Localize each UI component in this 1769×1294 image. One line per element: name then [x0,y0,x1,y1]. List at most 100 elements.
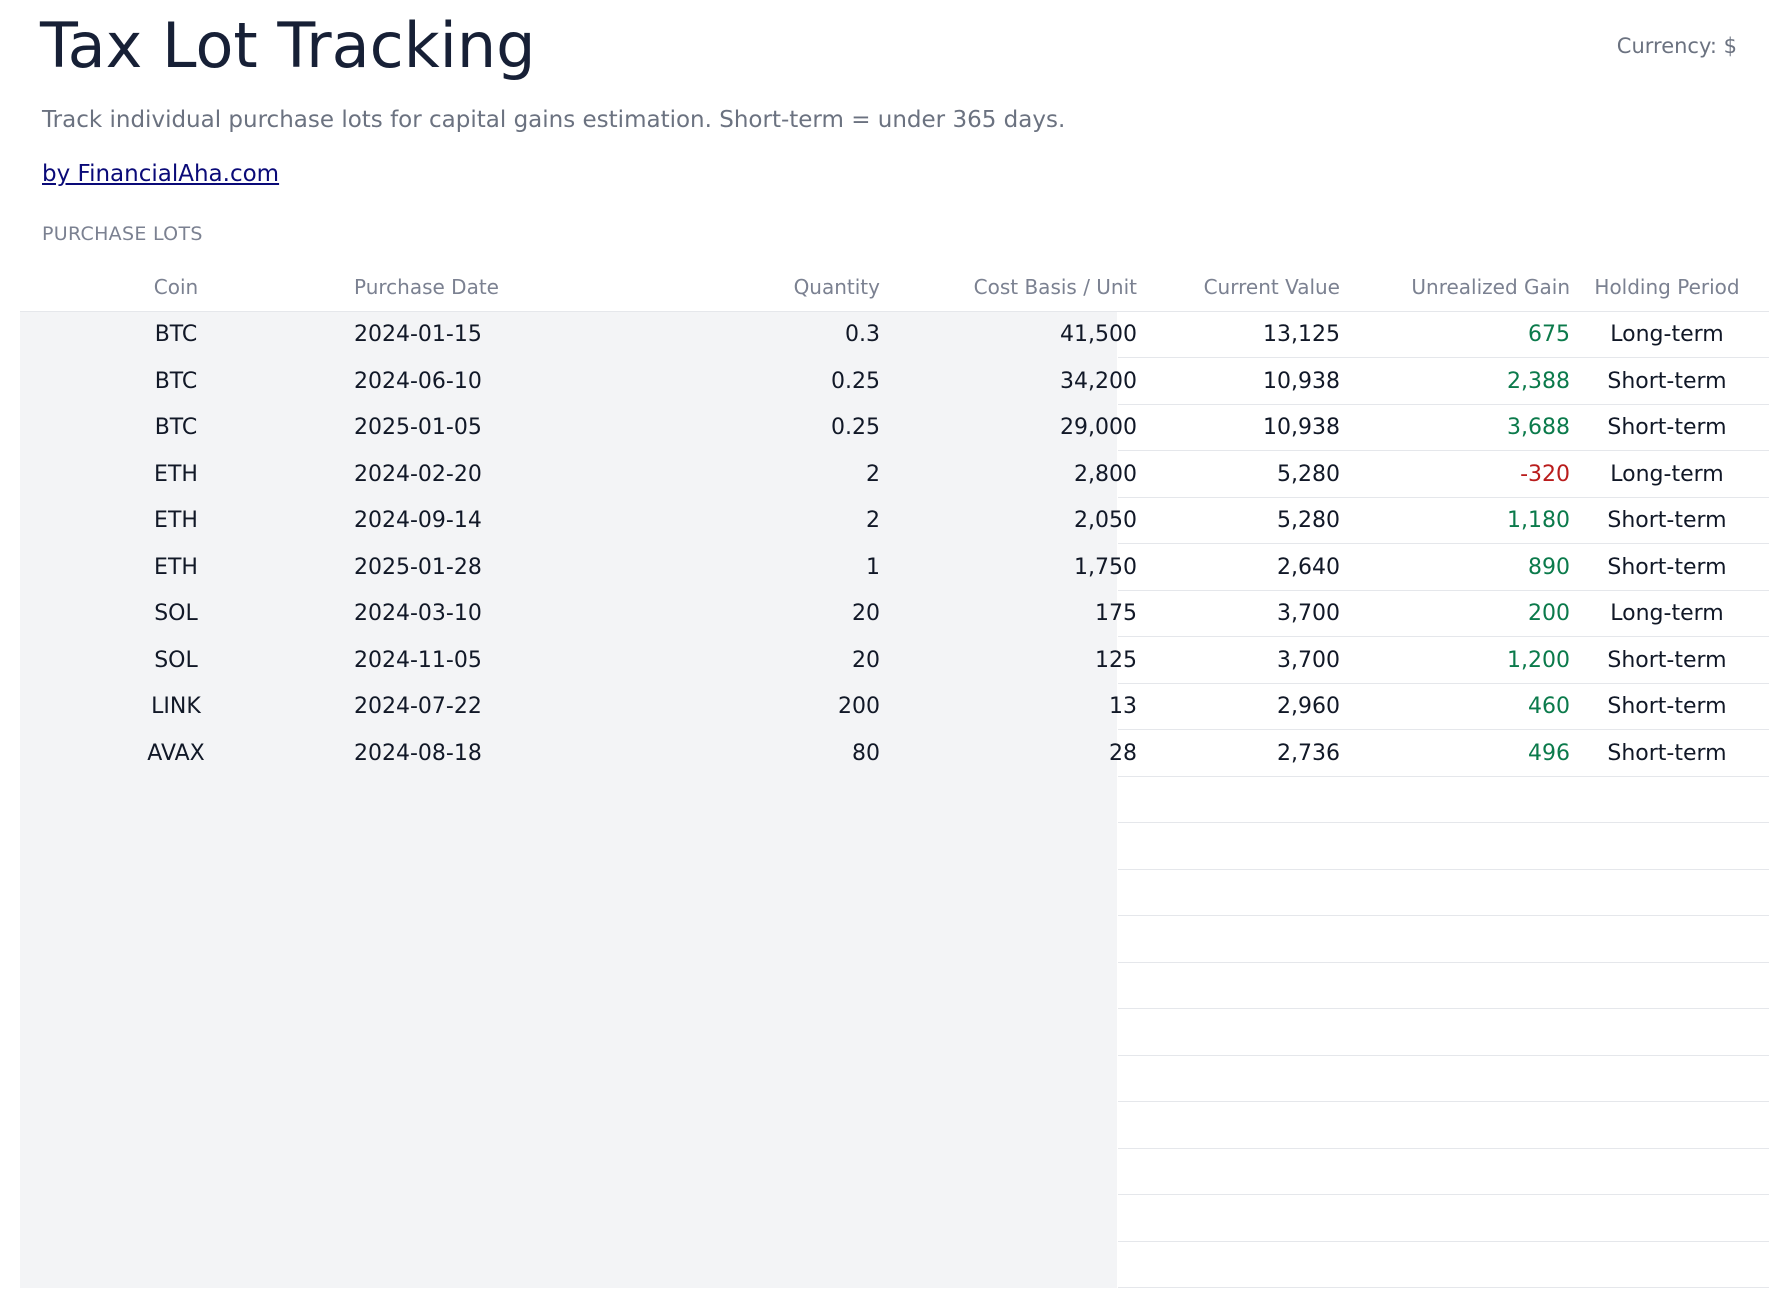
cell-purchase-date[interactable]: 2024-02-20 [354,461,482,487]
cell-cost-basis[interactable]: 2,800 [1074,461,1137,487]
cell-unrealized-gain [1350,1149,1570,1195]
cell-cost-basis[interactable]: 1,750 [1074,554,1137,580]
cell-coin[interactable] [96,1103,256,1149]
cell-purchase-date[interactable] [354,777,614,823]
cell-quantity[interactable] [640,917,880,963]
cell-unrealized-gain: 675 [1528,322,1570,347]
cell-holding-period [1577,1196,1757,1242]
cell-purchase-date[interactable] [354,917,614,963]
cell-quantity[interactable]: 0.25 [831,415,880,440]
cell-coin[interactable] [96,1149,256,1195]
cell-cost-basis[interactable]: 175 [1095,601,1137,626]
cell-purchase-date[interactable]: 2024-07-22 [354,694,482,719]
cell-coin[interactable] [96,870,256,916]
cell-purchase-date[interactable] [354,1196,614,1242]
cell-quantity[interactable]: 20 [852,647,880,673]
cell-holding-period [1577,917,1757,963]
table-row [20,917,1769,963]
table-row [20,1010,1769,1056]
cell-coin[interactable] [96,1242,256,1288]
cell-cost-basis[interactable]: 29,000 [1060,415,1137,440]
cell-quantity[interactable] [640,1056,880,1102]
cell-cost-basis[interactable] [890,1103,1137,1149]
cell-purchase-date[interactable]: 2025-01-05 [354,415,482,440]
cell-cost-basis[interactable] [890,1242,1137,1288]
cell-cost-basis[interactable] [890,917,1137,963]
cell-quantity[interactable] [640,1242,880,1288]
cell-quantity[interactable]: 80 [852,740,880,766]
cell-coin[interactable]: SOL [154,647,198,673]
cell-coin[interactable] [96,1196,256,1242]
cell-purchase-date[interactable]: 2024-08-18 [354,740,482,766]
cell-coin[interactable] [96,1010,256,1056]
cell-cost-basis[interactable] [890,963,1137,1009]
currency-label: Currency: $ [1616,34,1737,58]
row-divider [1118,589,1769,591]
cell-quantity[interactable]: 2 [866,461,880,487]
cell-cost-basis[interactable] [890,1056,1137,1102]
cell-purchase-date[interactable] [354,1056,614,1102]
cell-cost-basis[interactable]: 34,200 [1060,368,1137,394]
cell-quantity[interactable] [640,1103,880,1149]
cell-purchase-date[interactable]: 2024-06-10 [354,368,482,394]
cell-holding-period [1577,824,1757,870]
cell-purchase-date[interactable] [354,1010,614,1056]
cell-purchase-date[interactable] [354,870,614,916]
cell-coin[interactable] [96,917,256,963]
cell-cost-basis[interactable]: 125 [1095,647,1137,673]
cell-quantity[interactable] [640,1149,880,1195]
cell-purchase-date[interactable]: 2024-11-05 [354,647,482,673]
cell-coin[interactable]: ETH [154,554,198,580]
cell-current-value: 13,125 [1263,322,1340,347]
cell-quantity[interactable]: 20 [852,601,880,626]
cell-coin[interactable]: ETH [154,461,198,487]
cell-coin[interactable]: AVAX [147,740,205,766]
cell-purchase-date[interactable]: 2024-03-10 [354,601,482,626]
cell-cost-basis[interactable]: 28 [1109,740,1137,766]
cell-purchase-date[interactable] [354,824,614,870]
cell-coin[interactable] [96,777,256,823]
cell-cost-basis[interactable]: 41,500 [1060,322,1137,347]
cell-quantity[interactable] [640,870,880,916]
cell-purchase-date[interactable] [354,1242,614,1288]
row-divider [1118,403,1769,405]
cell-purchase-date[interactable]: 2024-09-14 [354,508,482,533]
cell-purchase-date[interactable] [354,963,614,1009]
cell-cost-basis[interactable] [890,824,1137,870]
cell-cost-basis[interactable] [890,870,1137,916]
cell-cost-basis[interactable] [890,777,1137,823]
cell-quantity[interactable]: 200 [838,694,880,719]
cell-cost-basis[interactable] [890,1196,1137,1242]
cell-quantity[interactable] [640,824,880,870]
cell-purchase-date[interactable]: 2025-01-28 [354,554,482,580]
cell-purchase-date[interactable] [354,1103,614,1149]
cell-cost-basis[interactable]: 2,050 [1074,508,1137,533]
cell-coin[interactable]: BTC [154,322,198,347]
cell-purchase-date[interactable]: 2024-01-15 [354,322,482,347]
cell-coin[interactable]: BTC [154,415,198,440]
cell-quantity[interactable] [640,1196,880,1242]
cell-quantity[interactable] [640,963,880,1009]
cell-quantity[interactable]: 0.3 [845,322,880,347]
cell-quantity[interactable]: 0.25 [831,368,880,394]
cell-quantity[interactable]: 1 [866,554,880,580]
cell-cost-basis[interactable]: 13 [1109,694,1137,719]
cell-holding-period [1577,870,1757,916]
cell-cost-basis[interactable] [890,1010,1137,1056]
byline-link[interactable]: by FinancialAha.com [42,161,280,187]
cell-unrealized-gain: -320 [1520,461,1570,487]
cell-quantity[interactable] [640,777,880,823]
row-divider [1118,775,1769,777]
cell-coin[interactable] [96,824,256,870]
cell-cost-basis[interactable] [890,1149,1137,1195]
cell-coin[interactable]: ETH [154,508,198,533]
cell-coin[interactable]: SOL [154,601,198,626]
cell-coin[interactable] [96,1056,256,1102]
cell-holding-period [1577,1010,1757,1056]
cell-coin[interactable] [96,963,256,1009]
cell-coin[interactable]: LINK [151,694,201,719]
cell-quantity[interactable]: 2 [866,508,880,533]
cell-coin[interactable]: BTC [154,368,198,394]
cell-purchase-date[interactable] [354,1149,614,1195]
cell-quantity[interactable] [640,1010,880,1056]
